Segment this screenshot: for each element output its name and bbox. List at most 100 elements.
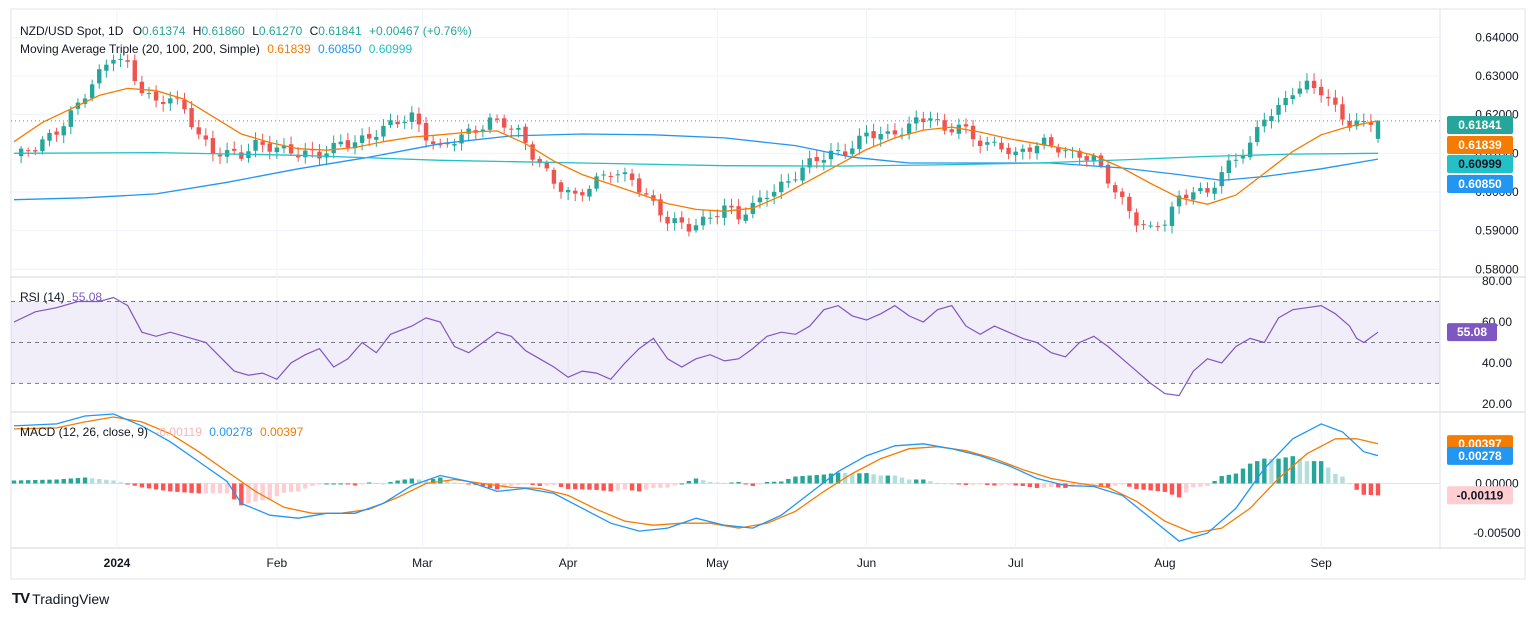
macd-histogram-bar — [1112, 483, 1118, 486]
macd-histogram-bar — [47, 479, 52, 484]
candle-body — [509, 128, 514, 130]
candle-body — [1226, 160, 1232, 173]
macd-histogram-bar — [501, 483, 507, 488]
macd-histogram-bar — [26, 480, 31, 484]
macd-histogram-bar — [1368, 483, 1374, 496]
macd-histogram-bar — [658, 483, 663, 488]
candle-body — [1169, 206, 1175, 226]
candle-body — [1041, 137, 1047, 146]
candle-body — [359, 135, 365, 143]
candle-body — [281, 145, 287, 149]
candle-body — [1013, 151, 1018, 156]
macd-histogram-bar — [274, 483, 280, 497]
macd-histogram-bar — [1169, 483, 1175, 495]
candle-body — [1311, 80, 1317, 89]
macd-histogram-bar — [530, 483, 535, 485]
macd-histogram-bar — [615, 483, 621, 491]
candle-body — [935, 119, 940, 121]
macd-histogram-bar — [295, 483, 301, 492]
ma100-badge-bg — [1447, 175, 1513, 193]
macd-histogram-bar — [374, 482, 379, 484]
candle-body — [1361, 121, 1366, 123]
macd-histogram-bar — [949, 483, 954, 485]
candle-body — [1347, 121, 1352, 128]
candle-body — [196, 127, 201, 135]
macd-histogram-bar — [11, 480, 17, 484]
candle-body — [1084, 156, 1089, 161]
candle-body — [480, 129, 486, 132]
candle-body — [352, 142, 358, 149]
candle-body — [267, 143, 272, 152]
macd-histogram-bar — [864, 473, 869, 484]
macd-histogram-bar — [1056, 483, 1061, 488]
candle-body — [672, 218, 677, 224]
candle-body — [1219, 172, 1224, 187]
candle-body — [466, 128, 471, 134]
macd-histogram-bar — [551, 483, 557, 485]
macd-histogram-bar — [651, 483, 656, 488]
macd-histogram-bar — [402, 479, 407, 484]
macd-legend: MACD (12, 26, close, 9) -0.00119 0.00278… — [20, 425, 304, 439]
macd-histogram-bar — [899, 477, 905, 484]
macd-histogram-bar — [871, 474, 876, 484]
candle-body — [1127, 196, 1132, 212]
macd-histogram-bar — [679, 483, 684, 485]
tradingview-brand[interactable]: TV TradingView — [12, 590, 109, 607]
macd-label: MACD (12, 26, close, 9) — [20, 425, 148, 439]
macd-histogram-bar — [587, 483, 592, 490]
macd-histogram-bar — [224, 483, 230, 494]
macd-histogram-bar — [480, 483, 486, 487]
candle-body — [771, 191, 777, 197]
macd-histogram-bar — [338, 483, 343, 485]
macd-histogram-bar — [97, 479, 102, 484]
ma100-line — [13, 133, 1379, 201]
price-axis-label: 0.58000 — [1475, 262, 1519, 276]
macd-histogram-bar — [1034, 483, 1040, 488]
candle-body — [1063, 150, 1068, 152]
macd-histogram-bar — [1240, 468, 1246, 484]
macd-histogram-bar — [1297, 458, 1303, 484]
candle-body — [445, 143, 450, 145]
candle-body — [487, 117, 493, 130]
macd-histogram-bar — [1183, 483, 1189, 493]
candle-body — [814, 157, 819, 162]
candle-body — [878, 134, 883, 140]
macd-histogram-bar — [779, 481, 784, 484]
candle-body — [402, 121, 407, 124]
macd-histogram-bar — [814, 475, 819, 484]
candle-body — [1283, 98, 1288, 106]
candle-body — [544, 162, 550, 169]
candle-body — [367, 133, 372, 139]
candle-body — [942, 120, 947, 131]
macd-histogram-bar — [921, 479, 926, 484]
macd-histogram-bar — [1013, 483, 1018, 486]
macd-histogram-bar — [359, 483, 365, 485]
candle-body — [1191, 192, 1196, 200]
macd-histogram-bar — [1205, 483, 1210, 486]
candle-body — [61, 126, 66, 136]
macd-histogram-bar — [89, 478, 95, 484]
macd-histogram-bar — [729, 482, 734, 484]
rsi-panel — [11, 296, 1440, 397]
candle-body — [594, 176, 599, 189]
low-value: 0.61270 — [259, 24, 303, 38]
macd-histogram-bar — [54, 479, 59, 484]
candle-body — [892, 130, 898, 135]
macd-histogram-bar — [1027, 483, 1033, 487]
macd-histogram-bar — [885, 475, 891, 484]
macd-histogram-bar — [835, 472, 841, 484]
candle-body — [651, 195, 656, 201]
macd-histogram-bar — [786, 479, 791, 484]
ma100-value: 0.60850 — [318, 42, 362, 56]
macd-axis-label: -0.00500 — [1473, 526, 1521, 540]
candle-body — [921, 118, 926, 123]
candle-body — [963, 124, 969, 127]
candle-body — [132, 60, 137, 81]
candle-body — [494, 118, 500, 120]
candle-body — [395, 121, 400, 125]
macd-histogram-bar — [68, 478, 74, 484]
candle-body — [686, 224, 692, 232]
ma200-badge-text: 0.60999 — [1458, 157, 1502, 171]
ma20-line — [13, 87, 1379, 212]
macd-histogram-bar — [61, 479, 66, 484]
